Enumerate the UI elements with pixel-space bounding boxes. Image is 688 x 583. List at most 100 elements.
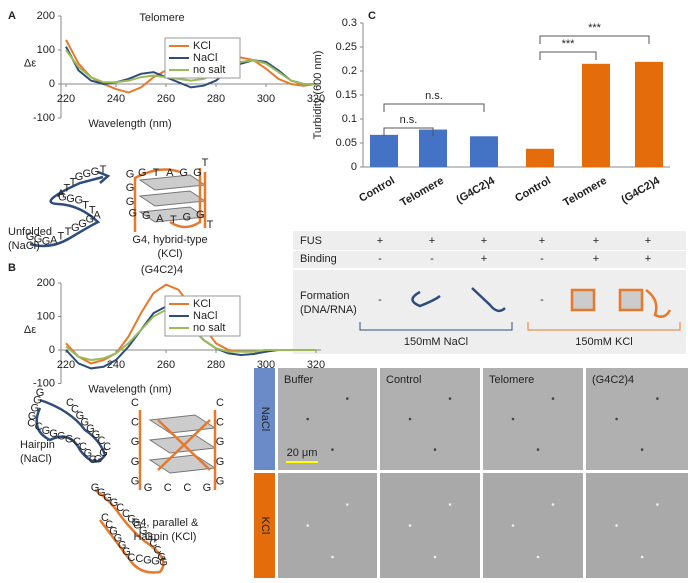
sequence-letter: C	[127, 552, 135, 564]
formation-icons	[411, 287, 672, 318]
sequence-letter: T	[65, 226, 72, 238]
row-header: (DNA/RNA)	[300, 304, 357, 316]
x-tick-label: 320	[307, 93, 325, 105]
sequence-letter: G	[151, 556, 160, 568]
x-tick-label: 220	[57, 93, 75, 105]
sequence-letter: C	[135, 553, 143, 565]
sequence-letter: G	[42, 236, 51, 248]
particle	[536, 448, 540, 451]
line-series	[65, 49, 316, 85]
table-row	[293, 251, 686, 268]
sequence-letter: C	[154, 544, 162, 556]
micrograph	[380, 368, 480, 470]
y-tick-label: 0.3	[342, 17, 357, 29]
bracket	[359, 322, 513, 331]
icon	[471, 287, 506, 313]
significance-label: n.s.	[425, 90, 443, 102]
particle	[656, 397, 659, 400]
table-cell: -	[540, 294, 544, 306]
hairpin-strand	[35, 398, 107, 463]
y-tick-label: -100	[33, 112, 55, 124]
micrograph	[586, 473, 688, 578]
x-tick-label: 320	[307, 359, 325, 371]
diagram-label: G4, hybrid-type	[132, 234, 207, 246]
arrow-head	[97, 170, 111, 184]
panel-label: A	[8, 10, 16, 22]
sequence-letter: T	[202, 157, 209, 169]
row-band	[254, 473, 275, 578]
table-cell: +	[481, 235, 487, 247]
x-tick-label: 220	[57, 359, 75, 371]
sequence-letter: G	[31, 403, 40, 415]
panel-label: C	[368, 10, 376, 22]
sequence-letter: C	[149, 537, 157, 549]
sequence-letter: G	[66, 193, 75, 205]
table-cell: +	[645, 253, 651, 265]
x-tick-label: Control	[357, 175, 397, 205]
sequence-letter: G	[196, 209, 205, 221]
particle	[511, 524, 515, 527]
sequence-letter: G	[26, 231, 35, 243]
y-axis-label: Turbidity (600 nm)	[312, 51, 324, 140]
sequence-letter: C	[73, 436, 81, 448]
bar	[470, 136, 498, 167]
sequence-letter: G	[139, 525, 148, 537]
sequence-letter: G	[131, 436, 140, 448]
x-tick-label: (G4C2)4	[619, 174, 662, 206]
sequence-letter: G	[179, 167, 188, 179]
bracket	[527, 322, 681, 331]
x-tick-label: 280	[207, 93, 225, 105]
g4-strand	[133, 168, 207, 232]
micrographs	[254, 368, 275, 578]
x-tick-label: Telomere	[398, 175, 446, 209]
sequence-letter: C	[131, 397, 139, 409]
sequence-letter: G	[94, 453, 103, 465]
diagram-label: Hairpin	[20, 439, 55, 451]
particle	[331, 448, 334, 451]
sequence-letter: G	[110, 497, 119, 509]
sequence-letter: G	[103, 492, 112, 504]
sequence-letter: G	[75, 195, 84, 207]
particle	[511, 417, 515, 421]
diagram-label: Hairpin (KCl)	[134, 531, 197, 543]
hairpin-strand	[94, 488, 165, 574]
chart-title: Telomere	[139, 12, 184, 24]
y-tick-label: 0.1	[342, 113, 357, 125]
icon	[411, 290, 441, 308]
y-tick-label: 0.15	[336, 89, 357, 101]
particle	[433, 555, 437, 559]
sequence-letter: C	[164, 482, 172, 494]
micrograph	[483, 473, 583, 578]
row-header: Binding	[300, 253, 337, 265]
sequence-letter: G	[203, 482, 212, 494]
legend-label: no salt	[193, 64, 225, 76]
y-tick-label: 200	[37, 10, 55, 22]
group-label: 150mM KCl	[575, 336, 632, 348]
particle	[551, 503, 555, 506]
sequence-letter: G	[91, 166, 100, 178]
sequence-letter: T	[57, 230, 64, 242]
significance-bracket	[383, 103, 485, 112]
particle	[448, 397, 452, 400]
column-label: Control	[386, 374, 421, 386]
sequence-letter: G	[42, 425, 51, 437]
sequence-letter: T	[89, 204, 96, 216]
sequence-letter: G	[99, 447, 108, 459]
sequence-letter: C	[131, 417, 139, 429]
particle	[551, 397, 555, 400]
sequence-letter: G	[58, 192, 67, 204]
sequence-letter: G	[143, 554, 152, 566]
sequence-letter: G	[78, 218, 87, 230]
legend-label: KCl	[193, 40, 211, 52]
sequence-letter: G	[118, 539, 127, 551]
micrograph	[586, 368, 688, 470]
sequence-letter: G	[126, 182, 135, 194]
scale-bar-label: 20 μm	[287, 447, 318, 459]
x-tick-label: 260	[157, 359, 175, 371]
sequence-letter: G	[131, 475, 140, 487]
sequence-letter: G	[92, 429, 101, 441]
icon	[618, 288, 644, 312]
y-tick-label: 0.25	[336, 41, 357, 53]
sequence-letter: G	[97, 487, 106, 499]
